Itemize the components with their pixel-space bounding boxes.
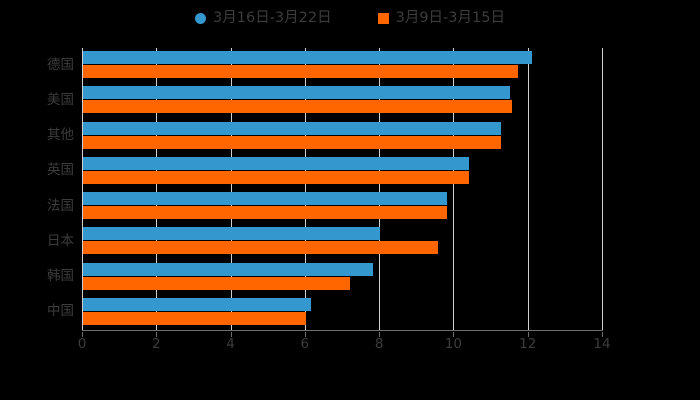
legend-item-series-1[interactable]: 3月16日-3月22日 <box>195 11 332 26</box>
gridline <box>602 48 603 330</box>
bar-series-2[interactable] <box>83 311 306 325</box>
bar-group <box>83 154 603 189</box>
y-axis-label: 其他 <box>47 127 74 144</box>
bar-series-2[interactable] <box>83 241 438 255</box>
x-tick-mark <box>379 332 381 337</box>
bar-series-2[interactable] <box>83 276 351 290</box>
bar-series-1[interactable] <box>83 51 533 64</box>
bar-group <box>83 295 603 330</box>
bar-series-2[interactable] <box>83 65 518 78</box>
x-tick-label: 8 <box>374 336 384 352</box>
gridline <box>156 48 158 330</box>
legend-label-series-1: 3月16日-3月22日 <box>213 9 332 26</box>
y-axis-label: 法国 <box>47 197 74 214</box>
x-tick-mark <box>82 332 83 337</box>
bar-series-1[interactable] <box>83 227 381 241</box>
bar-series-1[interactable] <box>83 262 373 276</box>
x-tick-mark <box>304 332 306 337</box>
x-axis-ticks: 0 2 4 6 8 10 12 14 <box>0 332 700 352</box>
y-axis-label: 韩国 <box>47 268 74 285</box>
plot-area <box>82 48 603 330</box>
bar-group <box>83 83 603 118</box>
chart-legend: 3月16日-3月22日 3月9日-3月15日 <box>0 6 700 30</box>
bar-group <box>83 189 603 224</box>
gridline <box>379 48 381 330</box>
y-axis-labels: 德国美国其他英国法国日本韩国中国 <box>0 48 74 330</box>
bar-series-1[interactable] <box>83 192 447 205</box>
bar-group <box>83 119 603 154</box>
bar-series-2[interactable] <box>83 206 447 219</box>
x-tick-label: 4 <box>226 336 235 352</box>
x-tick-label: 14 <box>593 336 611 352</box>
bar-series-1[interactable] <box>83 297 312 311</box>
x-tick-label: 12 <box>519 336 537 352</box>
legend-item-series-2[interactable]: 3月9日-3月15日 <box>377 9 505 26</box>
bar-series-1[interactable] <box>83 121 501 135</box>
x-tick-label: 0 <box>77 336 87 352</box>
gridline <box>453 48 455 330</box>
legend-dot-icon <box>195 12 207 24</box>
gridline <box>304 48 306 330</box>
y-axis-label: 英国 <box>47 162 74 179</box>
bar-series-1[interactable] <box>83 86 511 100</box>
x-tick-mark <box>156 332 158 337</box>
y-axis-label: 德国 <box>47 56 74 73</box>
x-tick-label: 2 <box>151 336 161 352</box>
x-tick-mark <box>453 332 455 337</box>
x-tick-label: 10 <box>444 336 463 352</box>
bar-group <box>83 224 603 259</box>
x-tick-label: 6 <box>300 336 310 352</box>
x-tick-mark <box>602 332 603 337</box>
y-axis-label: 日本 <box>47 232 74 249</box>
legend-label-series-2: 3月9日-3月15日 <box>395 9 505 26</box>
gridline <box>230 48 232 330</box>
bar-series-2[interactable] <box>83 100 512 114</box>
bar-group <box>83 48 603 83</box>
y-axis-line <box>82 48 83 330</box>
bar-series-1[interactable] <box>83 156 470 170</box>
legend-square-icon <box>377 12 389 24</box>
bar-group <box>83 260 603 295</box>
x-tick-mark <box>230 332 232 337</box>
y-axis-label: 中国 <box>47 303 74 320</box>
bar-series-2[interactable] <box>83 170 470 184</box>
x-axis-line <box>82 330 603 331</box>
gridline <box>527 48 529 330</box>
bar-series-2[interactable] <box>83 135 501 149</box>
y-axis-label: 美国 <box>47 91 74 108</box>
x-tick-mark <box>527 332 529 337</box>
